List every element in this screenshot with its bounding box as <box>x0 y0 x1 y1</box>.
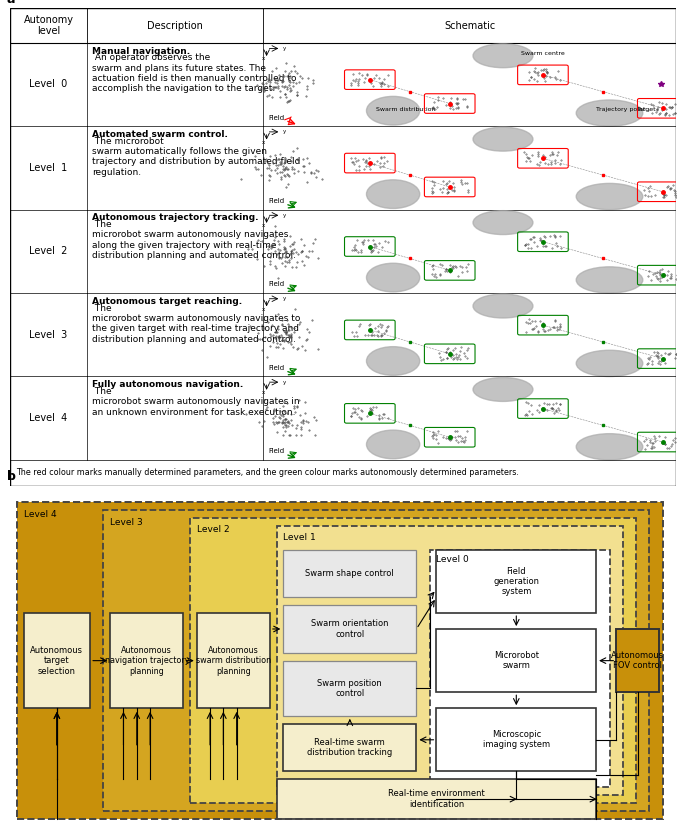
Ellipse shape <box>576 267 643 293</box>
Text: Swarm centre: Swarm centre <box>521 52 565 57</box>
Bar <box>110 613 184 708</box>
Text: Automated swarm control.: Automated swarm control. <box>92 130 228 139</box>
Text: Level 4: Level 4 <box>23 509 56 519</box>
Ellipse shape <box>366 263 420 292</box>
Text: Fully autonomous navigation.: Fully autonomous navigation. <box>92 381 243 389</box>
Text: b: b <box>7 470 16 483</box>
Text: Manual navigation.: Manual navigation. <box>92 47 190 56</box>
Text: x: x <box>262 140 266 145</box>
Text: Field: Field <box>268 198 284 204</box>
Text: Field: Field <box>268 282 284 288</box>
Text: Schematic: Schematic <box>444 21 495 31</box>
Ellipse shape <box>473 294 533 318</box>
Ellipse shape <box>366 347 420 376</box>
Bar <box>197 613 270 708</box>
Text: Autonomy
level: Autonomy level <box>23 15 73 37</box>
Ellipse shape <box>366 96 420 125</box>
Text: x: x <box>262 224 266 229</box>
Text: Autonomous
target
selection: Autonomous target selection <box>30 646 84 676</box>
Text: Swarm distribution: Swarm distribution <box>377 107 436 112</box>
Text: Level 0: Level 0 <box>436 555 469 563</box>
Text: An operator observes the
swarm and plans its future states. The
actuation field : An operator observes the swarm and plans… <box>92 53 297 93</box>
Text: Level  3: Level 3 <box>29 330 68 340</box>
Text: Field: Field <box>268 448 284 455</box>
Text: Automated swarm control. The microrobot
swarm automatically follows the given
tr: Automated swarm control. The microrobot … <box>92 130 301 170</box>
Text: Autonomous
navigation trajectory
planning: Autonomous navigation trajectory plannin… <box>105 646 189 676</box>
Text: Real-time environment
identification: Real-time environment identification <box>388 789 485 809</box>
Text: The microrobot
swarm automatically follows the given
trajectory and distribution: The microrobot swarm automatically follo… <box>92 136 301 177</box>
Text: Level  1: Level 1 <box>29 163 68 173</box>
Text: Swarm shape control: Swarm shape control <box>306 569 395 578</box>
Bar <box>23 613 90 708</box>
Text: Swarm orientation
control: Swarm orientation control <box>311 619 388 639</box>
Text: Autonomous trajectory tracking.: Autonomous trajectory tracking. <box>92 214 259 223</box>
Text: Microscopic
imaging system: Microscopic imaging system <box>483 730 550 750</box>
Ellipse shape <box>576 184 643 209</box>
Text: Level  2: Level 2 <box>29 246 68 256</box>
Text: The
microrobot swarm autonomously navigates
along the given trajectory with real: The microrobot swarm autonomously naviga… <box>92 220 296 260</box>
Text: Target: Target <box>636 107 656 112</box>
Text: x: x <box>262 307 266 312</box>
Text: y: y <box>284 296 286 301</box>
Text: Autonomous target reaching.: Autonomous target reaching. <box>92 297 242 306</box>
Text: Autonomous target reaching. The
microrobot swarm autonomously navigates to
the g: Autonomous target reaching. The microrob… <box>92 297 301 337</box>
Text: x: x <box>262 57 266 61</box>
Text: Swarm position
control: Swarm position control <box>317 679 382 698</box>
Bar <box>277 779 596 819</box>
Bar <box>103 510 649 811</box>
Bar <box>284 605 416 652</box>
Text: Trajectory point: Trajectory point <box>596 107 646 112</box>
Text: y: y <box>284 46 286 51</box>
Text: Field
generation
system: Field generation system <box>493 567 539 597</box>
Text: Field: Field <box>268 115 284 120</box>
Bar <box>436 629 596 692</box>
Text: The red colour marks manually determined parameters, and the green colour marks : The red colour marks manually determined… <box>16 469 519 478</box>
Ellipse shape <box>473 377 533 401</box>
Text: Autonomous
swarm distribution
planning: Autonomous swarm distribution planning <box>196 646 271 676</box>
Text: Real-time swarm
distribution tracking: Real-time swarm distribution tracking <box>307 738 393 757</box>
Text: Level  4: Level 4 <box>29 413 68 423</box>
Ellipse shape <box>473 127 533 151</box>
Text: Autonomous trajectory tracking. The
microrobot swarm autonomously navigates
alon: Autonomous trajectory tracking. The micr… <box>92 214 296 253</box>
Text: Level 3: Level 3 <box>110 518 143 527</box>
Text: Autonomous
FOV control: Autonomous FOV control <box>611 651 664 671</box>
Ellipse shape <box>366 430 420 459</box>
Text: The
microrobot swarm autonomously navigates in
an unknown environment for task e: The microrobot swarm autonomously naviga… <box>92 387 300 416</box>
Bar <box>190 519 636 803</box>
Text: Fully autonomous navigation. The
microrobot swarm autonomously navigates in
an u: Fully autonomous navigation. The microro… <box>92 381 300 410</box>
Ellipse shape <box>576 100 643 126</box>
Ellipse shape <box>473 211 533 234</box>
Bar <box>277 526 623 795</box>
Text: Description: Description <box>147 21 203 31</box>
Ellipse shape <box>473 44 533 67</box>
Text: Field: Field <box>268 365 284 371</box>
Text: Level  0: Level 0 <box>29 80 68 90</box>
Ellipse shape <box>366 179 420 209</box>
Bar <box>436 550 596 613</box>
Text: a: a <box>7 0 16 6</box>
Text: Microrobot
swarm: Microrobot swarm <box>494 651 539 671</box>
Bar <box>284 724 416 771</box>
Text: Level 2: Level 2 <box>197 525 229 534</box>
Text: x: x <box>262 390 266 395</box>
Bar <box>429 550 610 787</box>
Ellipse shape <box>576 350 643 376</box>
Bar <box>284 661 416 716</box>
Text: Manual navigation. An operator observes the
swarm and plans its future states. T: Manual navigation. An operator observes … <box>92 47 297 86</box>
Text: y: y <box>284 130 286 135</box>
Text: Level 1: Level 1 <box>284 534 316 543</box>
Bar <box>284 550 416 597</box>
Bar <box>436 708 596 771</box>
Text: The
microrobot swarm autonomously navigates to
the given target with real-time t: The microrobot swarm autonomously naviga… <box>92 303 301 344</box>
Text: y: y <box>284 213 286 218</box>
Ellipse shape <box>576 434 643 460</box>
Text: y: y <box>284 380 286 385</box>
Bar <box>616 629 660 692</box>
